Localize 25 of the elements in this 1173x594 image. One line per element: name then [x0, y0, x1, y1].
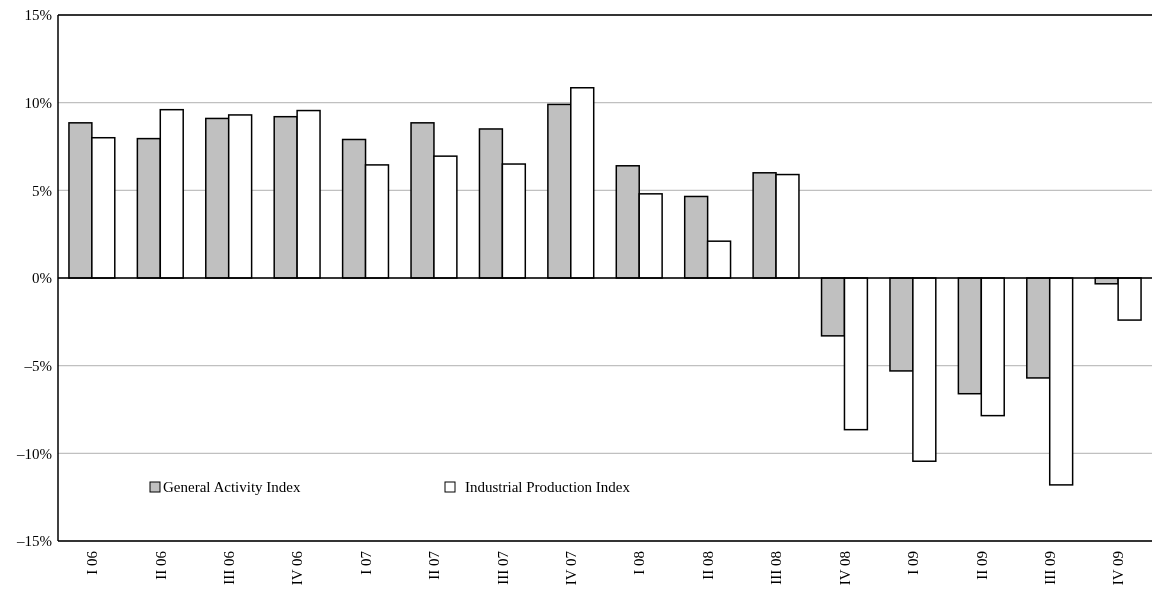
x-tick-label: III 09 — [1041, 551, 1058, 585]
y-tick-label: –10% — [16, 445, 52, 462]
x-tick-label: II 06 — [152, 550, 169, 580]
y-tick-label: 0% — [32, 270, 52, 287]
y-tick-label: –15% — [16, 533, 52, 550]
x-tick-label: II 07 — [426, 550, 443, 580]
x-tick-label: I 08 — [631, 551, 648, 575]
x-tick-label: III 07 — [494, 550, 511, 585]
y-tick-label: 15% — [24, 7, 52, 24]
x-tick-label: III 08 — [768, 551, 785, 585]
x-tick-label: IV 08 — [836, 551, 853, 586]
x-tick-label: IV 06 — [289, 550, 306, 586]
x-tick-label: I 07 — [357, 550, 374, 575]
x-tick-label: I 06 — [84, 550, 101, 575]
x-tick-label: III 06 — [220, 550, 237, 585]
x-tick-label: I 09 — [905, 551, 922, 575]
y-tick-label: 5% — [32, 182, 52, 199]
legend-label: General Activity Index — [163, 479, 301, 495]
x-tick-label: II 08 — [699, 551, 716, 580]
legend-label: Industrial Production Index — [465, 479, 631, 495]
y-tick-label: 10% — [24, 94, 52, 111]
x-tick-label: IV 09 — [1110, 551, 1127, 586]
y-tick-label: –5% — [23, 357, 52, 374]
x-tick-label: IV 07 — [563, 550, 580, 586]
x-tick-label: II 09 — [973, 551, 990, 580]
